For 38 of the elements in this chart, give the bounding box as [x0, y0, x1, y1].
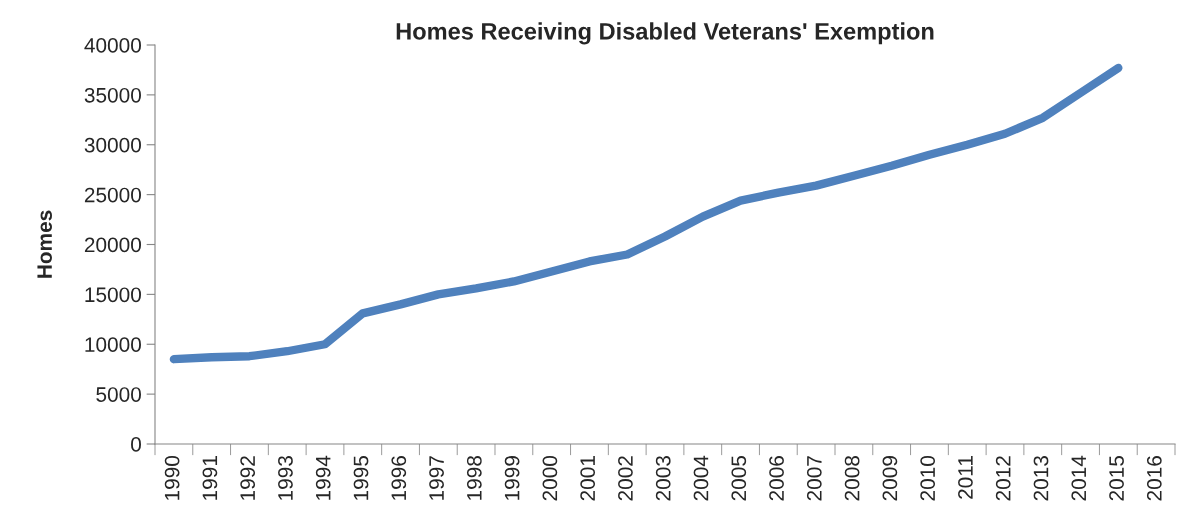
y-tick-label: 30000: [84, 137, 141, 153]
x-tick-label: 1991: [202, 456, 218, 500]
x-tick-label: 2001: [580, 456, 596, 501]
y-tick-label: 20000: [84, 237, 141, 253]
x-tick-label: 1993: [278, 456, 293, 500]
y-axis-title: Homes: [37, 210, 52, 278]
x-tick-label: 2010: [920, 455, 936, 501]
x-tick-label: 2000: [542, 455, 558, 501]
y-tick-label: 15000: [85, 287, 141, 303]
chart-title: Homes Receiving Disabled Veterans' Exemption: [396, 22, 934, 45]
x-tick-label: 2011: [958, 456, 973, 499]
y-tick-label: 10000: [85, 337, 141, 352]
x-tick-label: 1995: [353, 455, 369, 500]
x-tick-label: 1990: [164, 455, 180, 500]
x-tick-label: 2009: [882, 456, 898, 501]
x-tick-label: 1996: [391, 456, 407, 500]
y-tick-label: 0: [131, 437, 141, 452]
x-tick-label: 2004: [693, 455, 709, 501]
y-tick-label: 25000: [84, 187, 141, 203]
x-tick-label: 2014: [1071, 455, 1087, 501]
y-tick-label: 35000: [84, 87, 141, 103]
x-tick-label: 2005: [731, 455, 747, 501]
x-tick-label: 2015: [1109, 455, 1124, 501]
x-tick-label: 1994: [315, 455, 331, 500]
x-tick-label: 2006: [769, 456, 784, 501]
y-tick-label: 40000: [84, 38, 141, 53]
x-tick-label: 1997: [429, 456, 444, 500]
x-tick-label: 2013: [1033, 456, 1049, 501]
x-tick-label: 2002: [618, 456, 633, 501]
x-tick-label: 2007: [806, 456, 822, 501]
x-tick-label: 1998: [466, 456, 482, 500]
x-tick-label: 1999: [504, 456, 520, 500]
x-tick-label: 2012: [995, 456, 1011, 501]
x-tick-label: 2008: [844, 456, 860, 501]
y-tick-label: 5000: [96, 387, 141, 402]
x-tick-label: 1992: [240, 456, 256, 500]
x-tick-label: 2003: [655, 456, 671, 501]
x-tick-label: 2016: [1146, 456, 1162, 501]
